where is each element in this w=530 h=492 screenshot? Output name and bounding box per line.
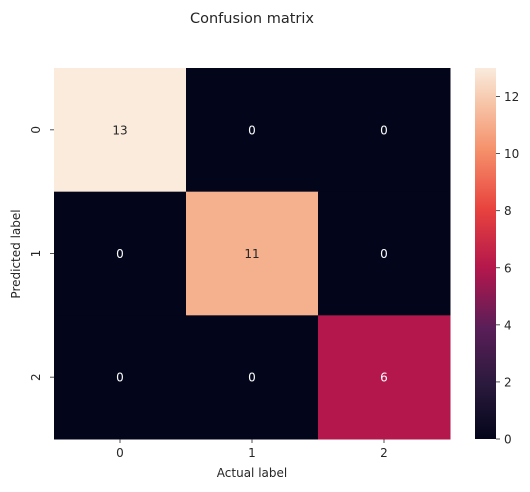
x-axis-ticks: 0 1 2 bbox=[116, 439, 388, 460]
y-tick-label: 0 bbox=[29, 126, 43, 134]
y-axis-label: Predicted label bbox=[9, 209, 23, 298]
heatmap-cell bbox=[186, 315, 319, 440]
heatmap-cell bbox=[54, 191, 187, 316]
cell-annotations: 13 0 0 0 11 0 0 0 6 bbox=[112, 123, 387, 384]
heatmap-cell bbox=[54, 315, 187, 440]
heatmap-cell bbox=[186, 68, 319, 193]
colorbar-tick-label: 0 bbox=[504, 433, 512, 447]
heatmap-cells bbox=[54, 68, 451, 440]
colorbar-tick-label: 12 bbox=[504, 90, 519, 104]
colorbar-tick-label: 2 bbox=[504, 375, 512, 389]
x-axis-label: Actual label bbox=[217, 466, 287, 480]
cell-value-label: 11 bbox=[244, 247, 259, 261]
heatmap-cell bbox=[318, 315, 451, 440]
colorbar-ticks: 0 2 4 6 8 10 12 bbox=[496, 90, 519, 447]
colorbar-tick-label: 10 bbox=[504, 147, 519, 161]
chart-title: Confusion matrix bbox=[190, 11, 314, 27]
y-axis-ticks: 0 1 2 bbox=[29, 126, 54, 381]
x-tick-label: 1 bbox=[248, 446, 256, 460]
x-tick-label: 2 bbox=[380, 446, 388, 460]
heatmap-cell bbox=[318, 191, 451, 316]
cell-value-label: 0 bbox=[380, 247, 388, 261]
cell-value-label: 0 bbox=[248, 371, 256, 385]
cell-value-label: 0 bbox=[116, 371, 124, 385]
x-tick-label: 0 bbox=[116, 446, 124, 460]
heatmap-cell bbox=[318, 68, 451, 193]
cell-value-label: 0 bbox=[116, 247, 124, 261]
colorbar-tick-label: 8 bbox=[504, 204, 512, 218]
colorbar-tick-label: 6 bbox=[504, 261, 512, 275]
y-tick-label: 2 bbox=[29, 373, 43, 381]
cell-value-label: 0 bbox=[248, 123, 256, 137]
cell-value-label: 6 bbox=[380, 371, 388, 385]
colorbar-tick-label: 4 bbox=[504, 318, 512, 332]
heatmap-cell bbox=[54, 68, 187, 193]
heatmap-cell bbox=[186, 191, 319, 316]
cell-value-label: 0 bbox=[380, 123, 388, 137]
y-tick-label: 1 bbox=[29, 250, 43, 258]
cell-value-label: 13 bbox=[112, 123, 127, 137]
colorbar bbox=[475, 68, 496, 439]
